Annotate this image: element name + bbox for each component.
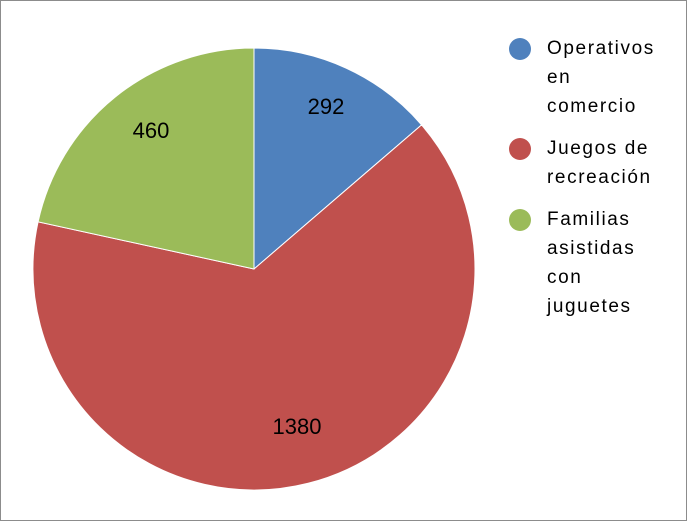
data-label-operativos: 292 [308,94,345,119]
legend-marker-operativos [509,38,531,60]
legend-marker-juegos [509,138,531,160]
pie-slice-juegos [32,124,476,491]
legend-label-familias: Familias asistidas con juguetes [547,209,636,317]
pie-slice-operativos [253,47,423,271]
legend-item-operativos: Operativos en comercio [507,34,677,121]
legend-label-operativos: Operativos en comercio [547,38,655,117]
pie-slice-familias [37,47,255,270]
chart-legend: Operativos en comercio Juegos de recreac… [507,34,677,334]
data-label-juegos: 1380 [273,414,322,439]
data-label-familias: 460 [133,118,170,143]
legend-marker-familias [509,209,531,231]
legend-item-familias: Familias asistidas con juguetes [507,205,677,321]
legend-label-juegos: Juegos de recreación [547,138,652,188]
legend-item-juegos: Juegos de recreación [507,134,677,192]
